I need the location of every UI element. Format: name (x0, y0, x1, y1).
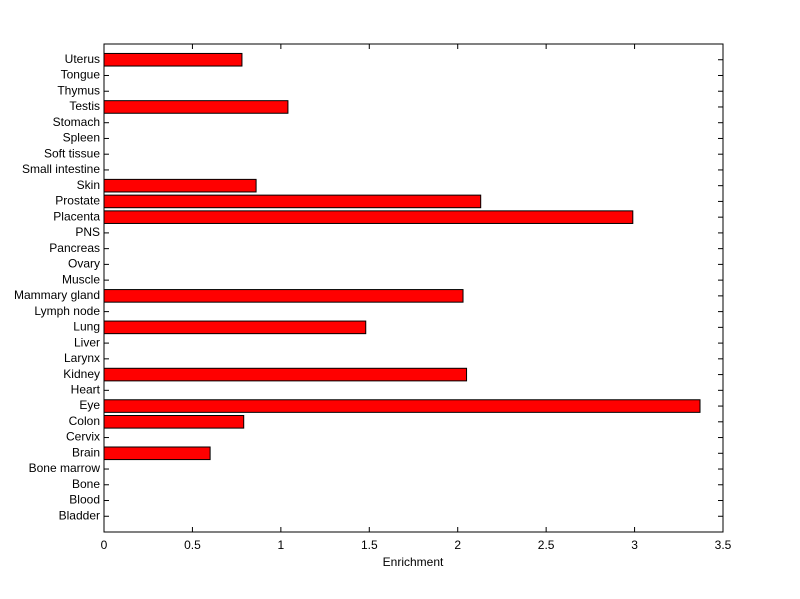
bar (103, 194, 482, 209)
y-tick-label: Bladder (59, 508, 100, 522)
bar (103, 100, 289, 114)
bar (103, 52, 243, 67)
x-tick-label: 1.5 (361, 538, 378, 552)
y-tick-label: Kidney (63, 367, 100, 381)
bar (103, 210, 634, 224)
x-axis-label: Enrichment (383, 555, 444, 569)
x-tick-label: 2 (454, 538, 461, 552)
y-tick-label: Bone (72, 477, 100, 491)
x-tick-label: 3.5 (715, 538, 732, 552)
x-tick-label: 1 (278, 538, 285, 552)
y-tick-label: Ovary (68, 257, 100, 271)
y-tick-label: Soft tissue (44, 146, 100, 160)
y-tick-label: Eye (79, 398, 100, 412)
y-tick-label: Thymus (57, 83, 100, 97)
y-tick-label: Stomach (53, 115, 100, 129)
y-tick-label: Heart (71, 382, 101, 396)
y-tick-label: Uterus (65, 52, 100, 66)
bar (103, 415, 245, 429)
bar (103, 446, 211, 461)
bar (103, 178, 257, 193)
y-tick-label: PNS (75, 225, 100, 239)
y-tick-label: Lung (73, 320, 100, 334)
y-tick-label: Mammary gland (14, 288, 100, 302)
x-tick-label: 0 (101, 538, 108, 552)
y-tick-label: Spleen (63, 131, 100, 145)
y-tick-label: Testis (69, 99, 100, 113)
y-tick-label: Prostate (55, 194, 100, 208)
y-tick-label: Brain (72, 445, 100, 459)
y-tick-label: Cervix (66, 430, 100, 444)
x-tick-label: 2.5 (538, 538, 555, 552)
x-tick-label: 0.5 (184, 538, 201, 552)
x-tick-label: 3 (631, 538, 638, 552)
y-tick-label: Liver (74, 335, 100, 349)
y-tick-label: Pancreas (49, 241, 100, 255)
y-tick-label: Colon (69, 414, 100, 428)
y-tick-label: Placenta (53, 209, 100, 223)
bar (103, 320, 367, 335)
y-tick-label: Tongue (61, 68, 101, 82)
y-tick-label: Skin (77, 178, 100, 192)
y-tick-label: Muscle (62, 272, 100, 286)
y-tick-label: Larynx (64, 351, 100, 365)
y-tick-label: Lymph node (34, 304, 100, 318)
y-tick-label: Small intestine (22, 162, 100, 176)
y-tick-label: Blood (69, 493, 100, 507)
bar (103, 367, 468, 382)
bar (103, 399, 701, 413)
y-tick-label: Bone marrow (29, 461, 101, 475)
bar (103, 289, 464, 303)
